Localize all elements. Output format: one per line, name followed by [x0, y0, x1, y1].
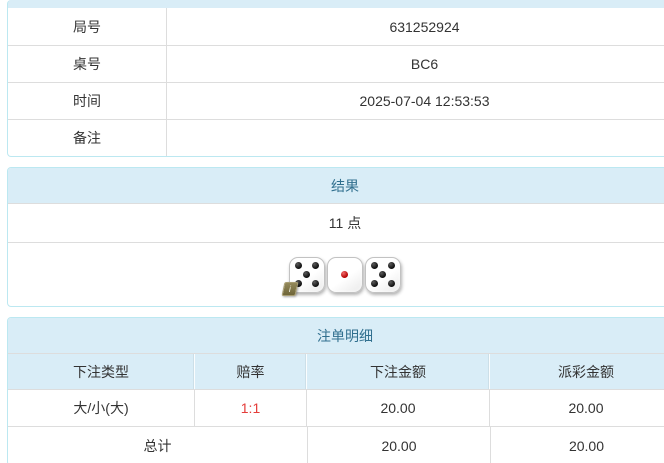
col-header-bet-amount: 下注金额 [306, 354, 489, 389]
payout-amount-value: 20.00 [489, 390, 664, 426]
time-value: 2025-07-04 12:53:53 [359, 93, 490, 109]
dice-row: i [8, 243, 664, 306]
result-panel: 结果 11 点 i [7, 167, 664, 307]
remark-label: 备注 [8, 120, 167, 156]
table-no-value: BC6 [410, 56, 439, 72]
bets-header-row: 下注类型 赔率 下注金额 派彩金额 [8, 354, 664, 390]
total-payout-amount: 20.00 [490, 427, 664, 463]
total-label: 总计 [143, 438, 172, 454]
bet-type-value: 大/小(大) [73, 400, 129, 416]
bet-amount-value: 20.00 [306, 390, 489, 426]
die-2-icon [327, 256, 363, 293]
game-info-table: 局号 631252924 桌号 BC6 时间 2025-07-04 12:53:… [7, 8, 664, 157]
remark-value [167, 120, 664, 156]
info-badge-icon[interactable]: i [281, 281, 299, 296]
bet-details-panel: 注单明细 下注类型 赔率 下注金额 派彩金额 大/小(大) 1:1 20.00 … [7, 317, 664, 463]
result-panel-title: 结果 [8, 168, 664, 204]
round-value: 631252924 [389, 18, 460, 35]
die-1-icon: i [281, 256, 325, 296]
table-row-round: 局号 631252924 [8, 8, 664, 45]
total-bet-amount: 20.00 [307, 427, 490, 463]
cutoff-header-strip [7, 0, 664, 8]
time-label: 时间 [8, 83, 167, 119]
result-points: 11 点 [8, 204, 664, 243]
round-label: 局号 [8, 8, 167, 45]
table-row-total: 总计 20.00 20.00 [8, 427, 664, 463]
table-row-remark: 备注 [8, 119, 664, 156]
col-header-odds: 赔率 [194, 354, 306, 389]
table-row-table-no: 桌号 BC6 [8, 45, 664, 82]
col-header-bet-type: 下注类型 [73, 363, 129, 380]
bet-details-title: 注单明细 [8, 318, 664, 354]
table-row-bet: 大/小(大) 1:1 20.00 20.00 [8, 390, 664, 427]
page-content: 局号 631252924 桌号 BC6 时间 2025-07-04 12:53:… [7, 0, 664, 463]
table-row-time: 时间 2025-07-04 12:53:53 [8, 82, 664, 119]
odds-value: 1:1 [194, 390, 306, 426]
die-3-icon [365, 256, 401, 293]
col-header-payout-amount: 派彩金额 [489, 354, 664, 389]
table-no-label: 桌号 [8, 46, 167, 82]
